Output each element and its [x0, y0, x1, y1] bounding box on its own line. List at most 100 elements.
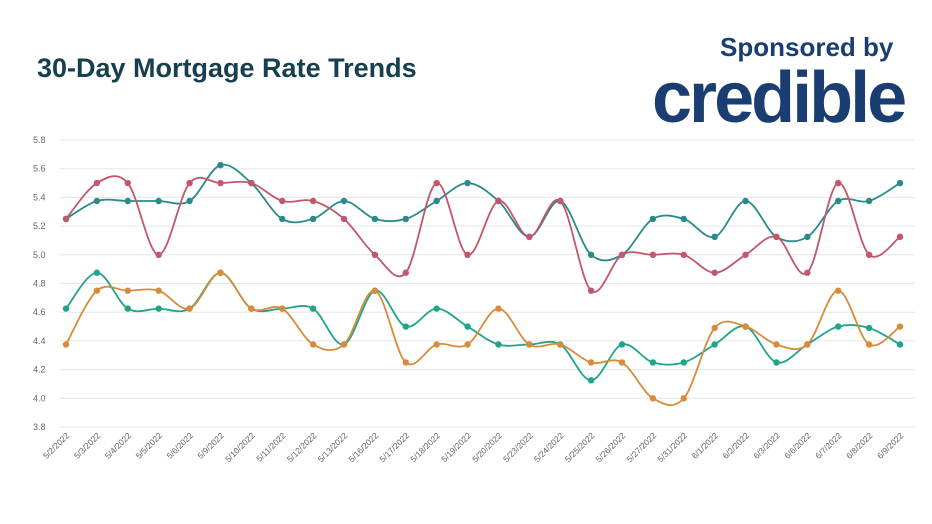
data-point-2: [93, 179, 101, 187]
data-point-2: [896, 233, 904, 241]
y-tick-label: 3.8: [33, 422, 46, 432]
data-point-1: [896, 179, 904, 187]
x-tick-label: 5/13/2022: [316, 430, 350, 464]
data-point-1: [649, 215, 657, 223]
data-point-2: [155, 251, 162, 258]
data-point-1: [155, 197, 162, 205]
data-point-3: [433, 305, 440, 312]
x-tick-label: 5/18/2022: [408, 430, 442, 464]
data-point-3: [402, 323, 409, 330]
x-tick-label: 6/3/2022: [751, 430, 782, 461]
series-line-4: [65, 271, 901, 406]
y-tick-label: 4.4: [33, 336, 46, 346]
data-point-3: [618, 341, 626, 348]
data-point-1: [309, 215, 317, 223]
data-point-3: [155, 305, 162, 312]
x-tick-label: 6/1/2022: [690, 430, 721, 461]
data-point-4: [464, 341, 471, 348]
data-point-4: [773, 341, 780, 348]
data-point-1: [835, 197, 842, 205]
data-point-4: [618, 359, 626, 366]
data-point-1: [711, 233, 718, 241]
data-point-3: [896, 341, 904, 348]
data-point-1: [433, 197, 440, 205]
x-tick-label: 5/23/2022: [501, 430, 535, 464]
data-point-4: [371, 287, 379, 294]
data-point-2: [464, 251, 471, 258]
data-point-3: [711, 341, 718, 348]
data-point-2: [124, 179, 131, 187]
x-tick-label: 5/3/2022: [72, 430, 103, 461]
data-point-4: [309, 341, 317, 348]
data-point-3: [865, 324, 873, 332]
data-point-2: [773, 233, 780, 241]
data-point-4: [804, 341, 811, 348]
data-point-1: [804, 233, 811, 241]
x-tick-label: 5/25/2022: [563, 430, 597, 464]
data-point-4: [495, 305, 502, 312]
x-tick-label: 5/19/2022: [439, 430, 473, 464]
x-tick-label: 5/9/2022: [195, 430, 226, 461]
data-point-2: [371, 251, 379, 258]
data-point-2: [711, 269, 718, 276]
data-point-2: [618, 251, 626, 258]
data-point-2: [186, 179, 193, 187]
x-tick-label: 5/11/2022: [254, 430, 288, 464]
data-point-2: [495, 197, 502, 205]
data-point-3: [309, 305, 317, 312]
data-point-4: [402, 359, 409, 366]
x-tick-label: 5/16/2022: [346, 430, 380, 464]
series-line-2: [65, 175, 901, 293]
x-tick-label: 5/6/2022: [164, 430, 195, 461]
data-point-3: [62, 305, 70, 312]
x-tick-label: 5/24/2022: [532, 430, 566, 464]
y-tick-label: 5.6: [33, 164, 46, 174]
data-point-4: [155, 287, 162, 294]
data-point-3: [773, 359, 780, 366]
y-tick-label: 4.6: [33, 307, 46, 317]
y-tick-label: 4.2: [33, 365, 46, 375]
y-tick-label: 4.0: [33, 393, 46, 403]
data-point-1: [742, 197, 749, 205]
data-point-1: [217, 161, 224, 169]
x-tick-label: 5/12/2022: [285, 430, 319, 464]
data-point-3: [93, 269, 101, 276]
data-point-2: [680, 251, 687, 258]
data-point-2: [309, 197, 317, 205]
y-tick-label: 5.8: [33, 135, 46, 145]
data-point-2: [835, 179, 842, 187]
data-point-2: [557, 197, 564, 205]
data-point-1: [279, 215, 286, 223]
data-point-2: [217, 179, 224, 187]
data-point-1: [402, 215, 409, 223]
y-tick-label: 5.0: [33, 250, 46, 260]
data-point-3: [680, 359, 687, 366]
data-point-4: [557, 341, 564, 348]
x-tick-label: 5/20/2022: [470, 430, 504, 464]
x-tick-label: 5/17/2022: [377, 430, 411, 464]
data-point-3: [495, 341, 502, 348]
x-tick-label: 5/5/2022: [134, 430, 165, 461]
data-point-1: [93, 197, 101, 205]
data-point-4: [279, 305, 286, 312]
data-point-2: [279, 197, 286, 205]
sponsor-text: Sponsored by: [720, 32, 894, 62]
data-point-1: [865, 197, 873, 205]
x-tick-label: 5/2/2022: [41, 430, 72, 461]
y-tick-label: 5.4: [33, 192, 46, 202]
data-point-2: [649, 251, 657, 258]
data-point-3: [124, 305, 131, 312]
data-point-4: [248, 305, 255, 312]
data-point-2: [433, 179, 440, 187]
data-point-4: [217, 269, 224, 276]
credible-logo: credible: [652, 58, 907, 138]
x-tick-label: 6/8/2022: [844, 430, 875, 461]
data-point-4: [649, 395, 657, 402]
x-tick-label: 6/9/2022: [875, 430, 906, 461]
x-tick-label: 6/6/2022: [782, 430, 813, 461]
y-tick-label: 4.8: [33, 279, 46, 289]
data-point-3: [835, 323, 842, 330]
data-point-2: [402, 269, 409, 276]
data-point-2: [248, 179, 255, 187]
